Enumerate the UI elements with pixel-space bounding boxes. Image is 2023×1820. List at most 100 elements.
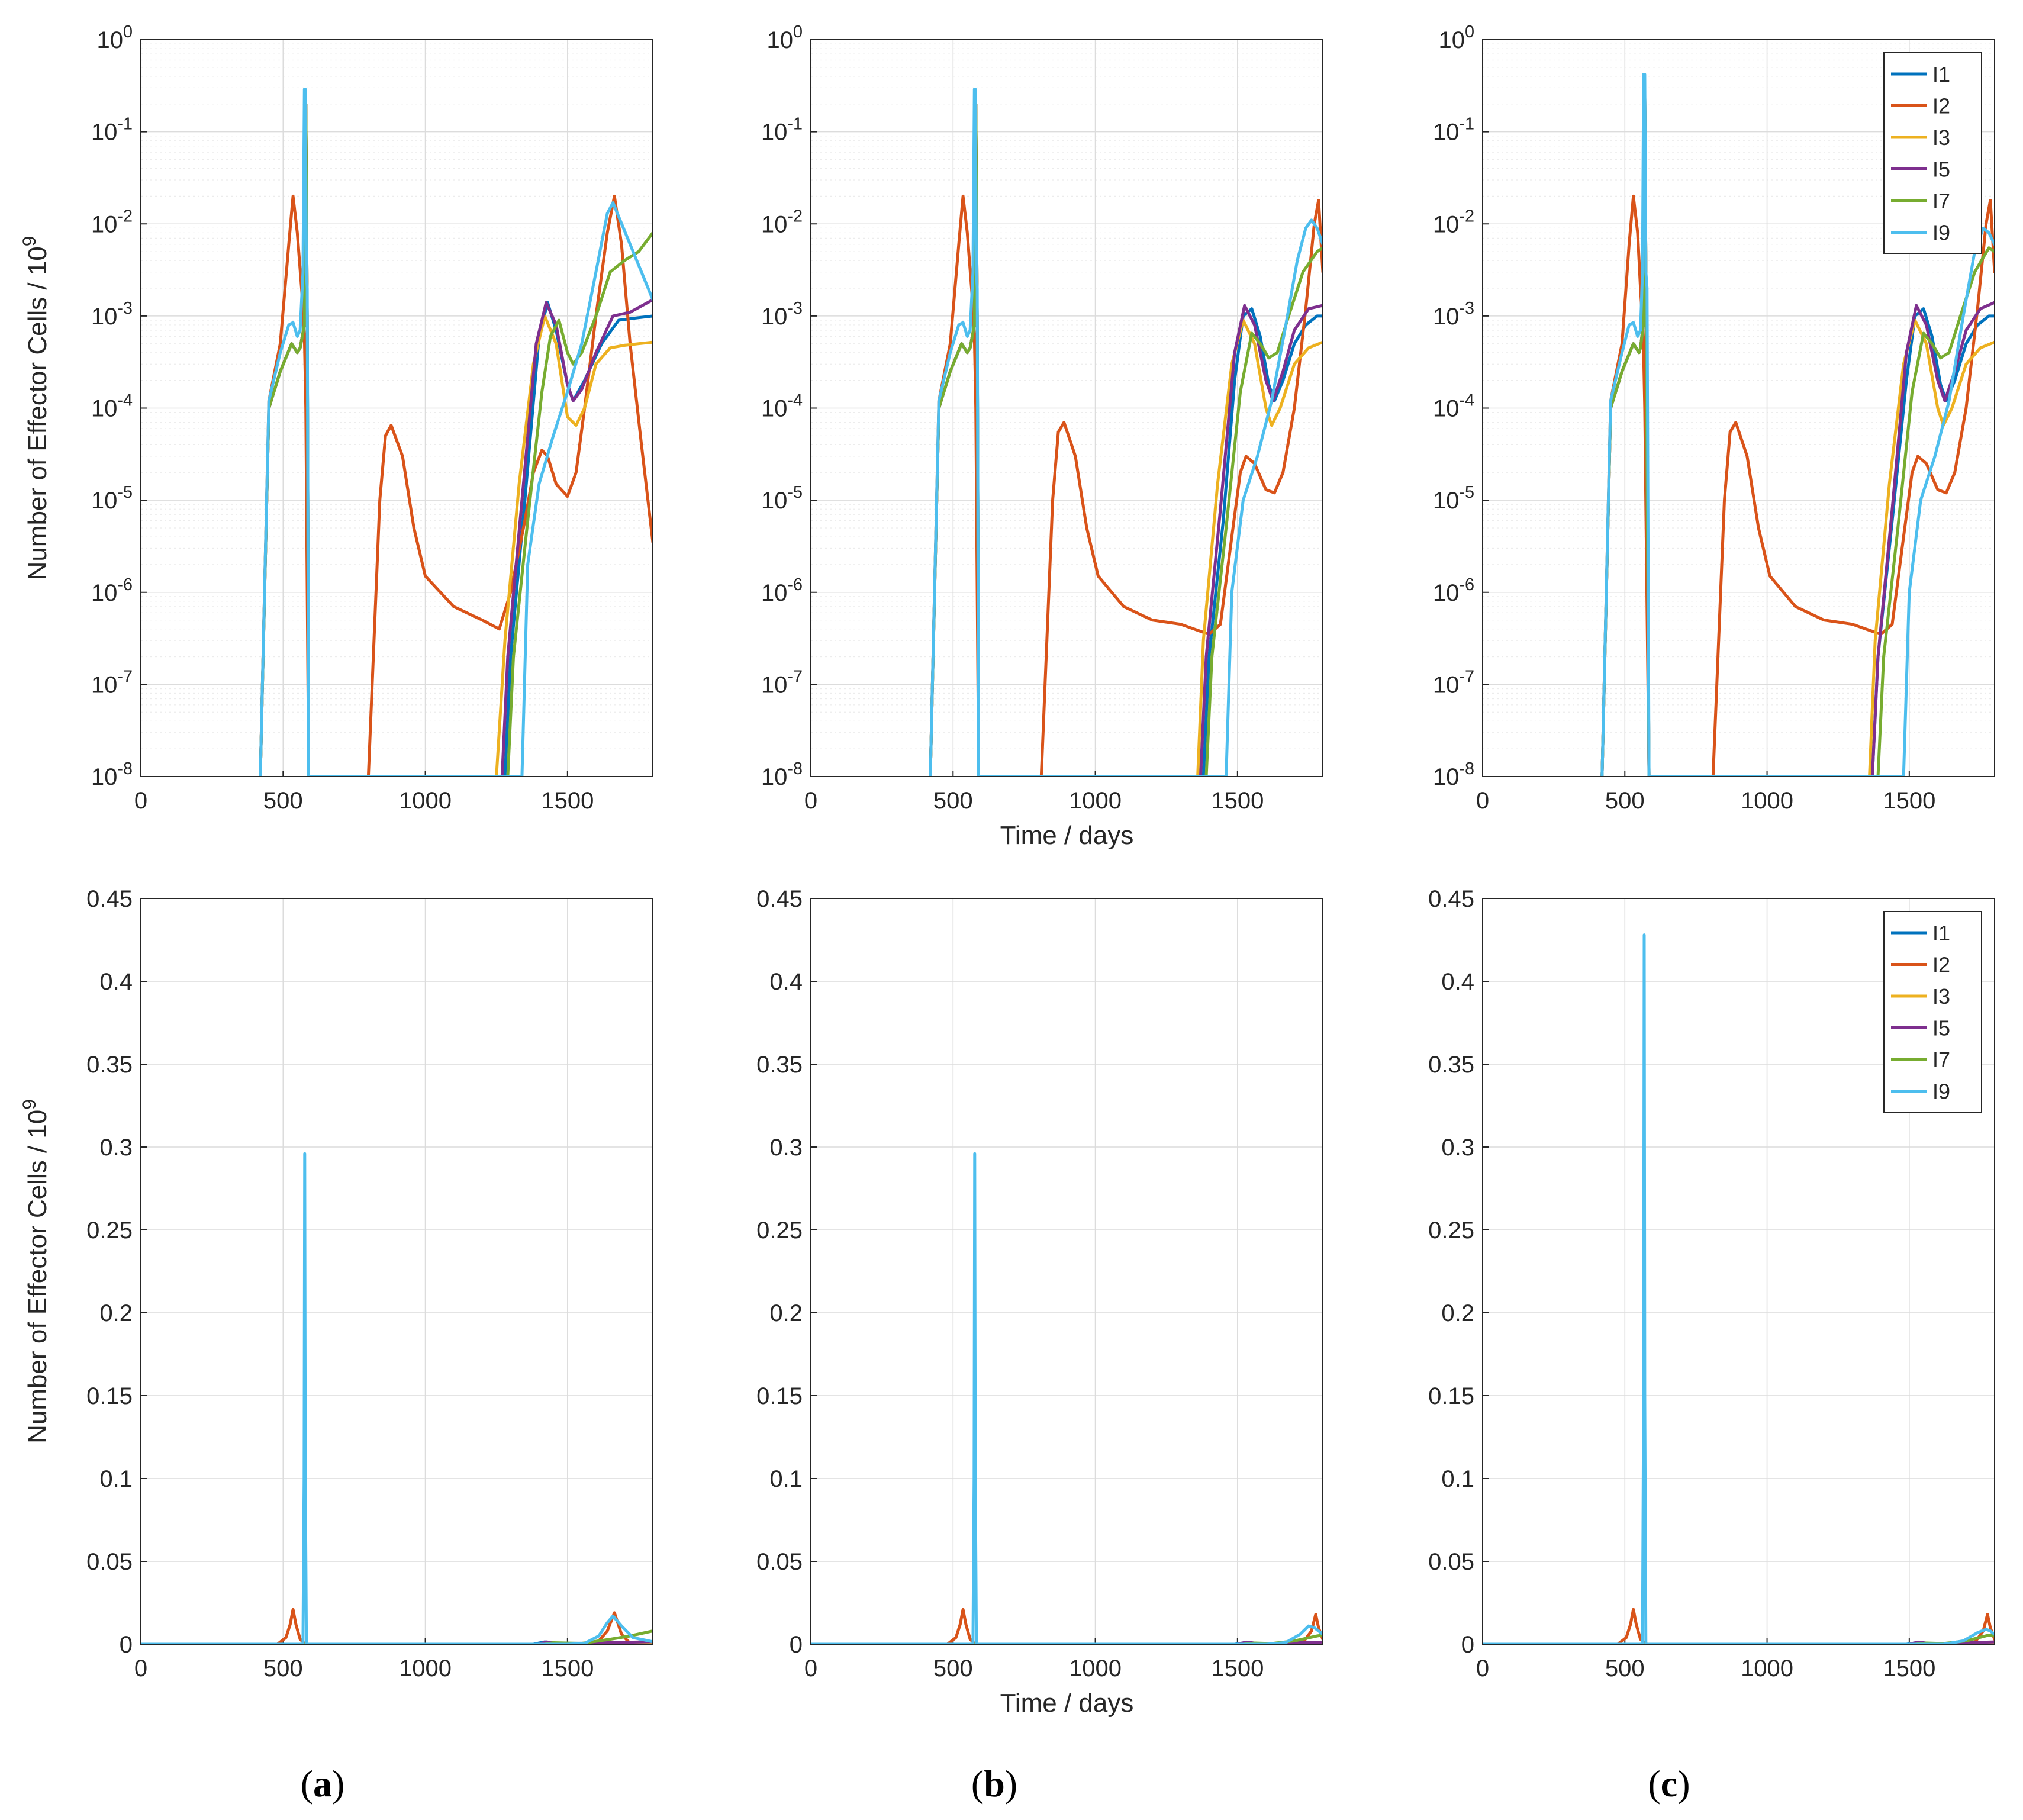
panel-label-c: (c) [1648, 1763, 1690, 1805]
y-axis-title: Number of Effector Cells / 109 [18, 1099, 52, 1444]
series-group [259, 88, 653, 777]
y-tick-label: 0.4 [99, 969, 133, 995]
y-tick-label: 0 [120, 1632, 133, 1658]
series-group [929, 88, 1323, 777]
series-line-i7 [259, 102, 653, 777]
series-line-i9 [929, 88, 1323, 777]
y-tick-label: 0.35 [86, 1052, 133, 1078]
y-tick-label: 0.15 [756, 1383, 803, 1409]
series-line-i2 [1600, 194, 1995, 777]
x-tick-label: 1500 [1883, 788, 1935, 814]
y-tick-label: 10-6 [761, 575, 803, 606]
series-line-i9 [1483, 933, 1995, 1644]
axis-frame [140, 898, 653, 1645]
y-tick-label: 0.2 [769, 1300, 803, 1326]
x-tick-label: 500 [933, 1655, 973, 1682]
x-tick-label: 500 [1605, 1655, 1645, 1682]
y-tick-label: 0 [790, 1632, 803, 1658]
y-tick-label: 0.1 [769, 1466, 803, 1492]
y-tick-label: 0.25 [756, 1217, 803, 1244]
panel-label-b: (b) [971, 1763, 1017, 1805]
x-tick-label: 0 [1476, 788, 1489, 814]
y-tick-label: 10-8 [761, 759, 803, 790]
x-tick-label: 500 [933, 788, 973, 814]
legend-label: I3 [1932, 984, 1950, 1009]
y-tick-label: 0.2 [99, 1300, 133, 1326]
y-tick-label: 0.2 [1441, 1300, 1474, 1326]
y-tick-label: 0.05 [756, 1549, 803, 1575]
series-line-i9 [1600, 73, 1995, 777]
y-tick-label: 0.3 [99, 1135, 133, 1161]
legend-label: I1 [1932, 921, 1950, 945]
y-tick-label: 0 [1461, 1632, 1474, 1658]
x-tick-label: 1000 [399, 788, 452, 814]
axis-frame [1482, 39, 1995, 777]
x-tick-label: 500 [263, 1655, 303, 1682]
legend-label: I5 [1932, 157, 1950, 182]
y-tick-label: 10-5 [1433, 483, 1474, 514]
y-tick-label: 0.45 [86, 886, 133, 912]
y-tick-label: 10-6 [91, 575, 133, 606]
y-tick-label: 10-8 [1433, 759, 1474, 790]
y-tick-label: 0.45 [756, 886, 803, 912]
y-tick-label: 10-2 [91, 207, 133, 237]
x-tick-label: 1500 [1211, 788, 1264, 814]
x-tick-label: 0 [804, 788, 817, 814]
y-tick-label: 0.3 [769, 1135, 803, 1161]
x-tick-label: 0 [804, 1655, 817, 1682]
series-line-i9 [259, 88, 653, 777]
legend-label: I2 [1932, 953, 1950, 977]
y-tick-label: 0.35 [756, 1052, 803, 1078]
svg-text:(c): (c) [1648, 1763, 1690, 1805]
axis-frame [140, 39, 653, 777]
series-group [811, 1152, 1323, 1644]
x-tick-label: 1500 [1211, 1655, 1264, 1682]
x-axis-title: Time / days [1000, 1689, 1134, 1718]
y-tick-label: 100 [1438, 22, 1474, 53]
panel-label-a: (a) [301, 1763, 345, 1805]
y-tick-label: 10-4 [91, 391, 133, 422]
chart-c-bottom: 0 0.05 0.1 0.15 0.2 0.25 0.3 0.35 0.4 0.45 0 500 100… [1428, 886, 1995, 1682]
plot-area [811, 898, 1323, 1644]
x-tick-label: 1000 [1741, 788, 1793, 814]
legend-label: I2 [1932, 94, 1950, 118]
y-tick-label: 10-2 [761, 207, 803, 237]
y-tick-label: 0.25 [86, 1217, 133, 1244]
x-axis-title: Time / days [1000, 821, 1134, 850]
y-tick-label: 10-7 [761, 667, 803, 698]
y-tick-label: 10-4 [761, 391, 803, 422]
y-tick-label: 0.1 [1441, 1466, 1474, 1492]
legend-box [1883, 911, 1982, 1113]
y-tick-label: 10-7 [91, 667, 133, 698]
series-group [1600, 73, 1995, 777]
y-tick-label: 10-1 [91, 115, 133, 146]
x-tick-label: 1000 [399, 1655, 452, 1682]
legend: I1 I2 I3 I5 I7 I9 [1883, 911, 1982, 1113]
axis-frame [810, 39, 1323, 777]
y-tick-label: 0.4 [769, 969, 803, 995]
legend-box [1883, 52, 1982, 254]
series-line-i2 [259, 194, 653, 777]
y-tick-label: 10-5 [761, 483, 803, 514]
x-tick-label: 0 [1476, 1655, 1489, 1682]
legend-label: I9 [1932, 221, 1950, 245]
y-axis-title: Number of Effector Cells / 109 [18, 236, 52, 581]
legend-label: I7 [1932, 1048, 1950, 1072]
y-tick-label: 10-1 [761, 115, 803, 146]
series-line-i9 [811, 1152, 1323, 1644]
y-tick-label: 0.3 [1441, 1135, 1474, 1161]
x-tick-label: 1000 [1069, 1655, 1122, 1682]
legend: I1 I2 I3 I5 I7 I9 [1883, 52, 1982, 254]
y-tick-label: 10-1 [1433, 115, 1474, 146]
y-tick-label: 0.15 [86, 1383, 133, 1409]
y-tick-label: 100 [96, 22, 133, 53]
x-tick-label: 0 [134, 1655, 147, 1682]
y-tick-label: 10-7 [1433, 667, 1474, 698]
legend-label: I7 [1932, 189, 1950, 213]
y-tick-label: 10-2 [1433, 207, 1474, 237]
legend-label: I5 [1932, 1016, 1950, 1041]
y-tick-label: 0.35 [1428, 1052, 1474, 1078]
